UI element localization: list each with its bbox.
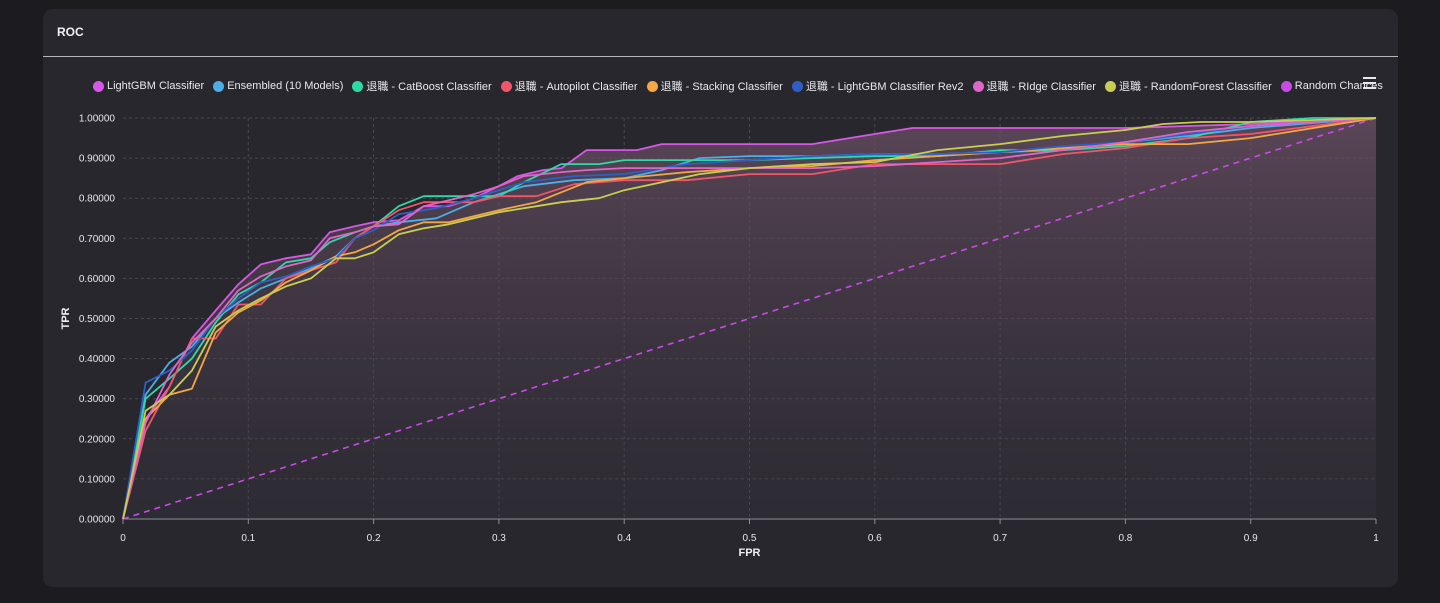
x-tick-label: 0.2 [367,533,381,544]
series-line-6[interactable] [122,117,1377,520]
x-tick-label: 0.5 [743,533,757,544]
legend-label: 退職 - CatBoost Classifier [366,81,492,93]
roc-area-fill [123,118,1376,519]
x-tick-label: 0.9 [1244,533,1258,544]
series-line-7[interactable] [122,117,1377,520]
card-title: ROC [57,25,84,39]
y-tick-label: 0.50000 [79,314,116,325]
legend-marker-icon [352,80,364,92]
legend-label: Random Chances [1294,80,1383,92]
y-tick-label: 0.10000 [79,474,116,485]
x-tick-label: 0.8 [1118,533,1132,544]
y-tick-label: 0.00000 [79,515,116,526]
y-tick-label: 0.80000 [79,194,116,205]
legend-item[interactable]: Random Chances [1280,80,1383,92]
series-line-5[interactable] [122,117,1377,520]
legend-item[interactable]: 退職 - Stacking Classifier [646,78,783,94]
x-tick-label: 0.3 [492,533,506,544]
legend-item[interactable]: 退職 - Autopilot Classifier [500,78,638,94]
hamburger-menu-icon[interactable] [1362,76,1378,90]
legend-label: 退職 - LightGBM Classifier Rev2 [805,81,964,93]
legend-item[interactable]: 退職 - CatBoost Classifier [352,78,492,94]
y-tick-label: 0.60000 [79,274,116,285]
legend-marker-icon [791,80,803,92]
legend-item[interactable]: 退職 - RIdge Classifier [972,78,1096,94]
x-tick-label: 1 [1373,533,1379,544]
legend-item[interactable]: Ensembled (10 Models) [213,80,343,92]
y-axis-title: TPR [60,307,72,329]
legend-item[interactable]: 退職 - RandomForest Classifier [1104,78,1272,94]
x-tick-label: 0.1 [241,533,255,544]
y-tick-label: 1.00000 [79,114,116,125]
y-tick-label: 0.40000 [79,354,116,365]
series-line-0[interactable] [122,117,1377,520]
x-tick-label: 0.4 [617,533,631,544]
legend-marker-icon [213,80,225,92]
y-tick-label: 0.30000 [79,394,116,405]
x-axis-title: FPR [739,547,761,559]
chart-legend: LightGBM Classifier Ensembled (10 Models)… [93,77,1392,95]
legend-label: Ensembled (10 Models) [227,80,344,92]
legend-label: 退職 - Autopilot Classifier [514,81,638,93]
legend-marker-icon [646,80,658,92]
legend-label: 退職 - RandomForest Classifier [1118,81,1272,93]
card-header: ROC [43,9,1398,57]
legend-label: LightGBM Classifier [107,80,205,92]
roc-chart: 0.000000.100000.200000.300000.400000.500… [60,114,1379,560]
legend-item[interactable]: 退職 - LightGBM Classifier Rev2 [791,78,964,94]
legend-marker-icon [1104,80,1116,92]
y-tick-label: 0.70000 [79,234,116,245]
legend-marker-icon [1280,80,1292,92]
x-tick-label: 0 [120,533,126,544]
legend-item[interactable]: LightGBM Classifier [93,80,204,92]
legend-label: 退職 - Stacking Classifier [660,81,783,93]
x-tick-label: 0.6 [868,533,882,544]
legend-label: 退職 - RIdge Classifier [986,81,1096,93]
roc-card: ROC LightGBM Classifier Ensembled (10 Mod… [43,9,1398,587]
legend-marker-icon [93,80,104,92]
series-line-3[interactable] [122,117,1377,520]
legend-marker-icon [972,80,984,92]
y-tick-label: 0.20000 [79,434,116,445]
legend-marker-icon [500,80,512,92]
y-tick-label: 0.90000 [79,154,116,165]
x-tick-label: 0.7 [993,533,1007,544]
